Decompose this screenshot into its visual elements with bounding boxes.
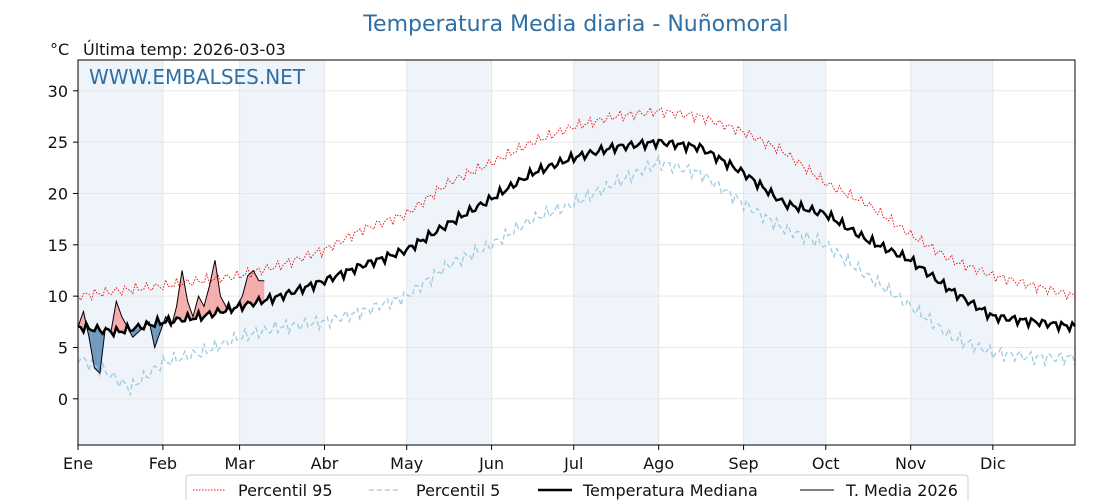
series-lines [77, 106, 1076, 396]
legend-label-p95: Percentil 95 [238, 481, 333, 500]
fill-above-median [203, 296, 207, 317]
chart-title: Temperatura Media diaria - Nuñomoral [362, 12, 788, 37]
y-tick-label-0: 0 [58, 390, 68, 409]
fill-above-median [217, 278, 221, 313]
y-tick-label-20: 20 [48, 184, 68, 203]
x-tick-label-abr: Abr [311, 454, 339, 473]
month-shade-may [406, 60, 492, 445]
y-tick-label-15: 15 [48, 236, 68, 255]
legend-box [185, 474, 969, 500]
month-shade-mar [239, 60, 325, 445]
x-tick-label-oct: Oct [812, 454, 840, 473]
x-tick-label-ene: Ene [63, 454, 93, 473]
fill-below-median [97, 325, 100, 374]
y-axis-ticks: 0 5 10 15 20 25 30 [48, 82, 78, 409]
month-shading [78, 60, 993, 445]
fill-above-median [206, 285, 210, 315]
fill-above-median [261, 280, 265, 304]
month-shade-ene [78, 60, 163, 445]
x-tick-label-mar: Mar [225, 454, 256, 473]
month-shade-nov [910, 60, 993, 445]
x-tick-label-jul: Jul [563, 454, 583, 473]
fill-above-median [256, 275, 259, 303]
fill-above-median [247, 273, 251, 303]
fill-above-median [245, 275, 248, 306]
month-shade-jul [573, 60, 659, 445]
y-tick-label-25: 25 [48, 133, 68, 152]
month-shade-sep [743, 60, 826, 445]
y-tick-label-5: 5 [58, 338, 68, 357]
x-tick-label-nov: Nov [895, 454, 926, 473]
fill-above-median [212, 260, 215, 318]
fill-above-median [250, 270, 254, 307]
x-axis-ticks: Ene Feb Mar Abr May Jun Jul Ago Sep Oct Nov Dic [63, 445, 1006, 473]
fill-above-median [119, 308, 122, 333]
x-tick-label-jun: Jun [478, 454, 504, 473]
plot-frame [77, 59, 1076, 446]
fill-below-median [99, 330, 103, 374]
x-tick-label-ago: Ago [643, 454, 674, 473]
series-percentil-95 [77, 106, 1076, 302]
last-temp-label: Última temp: 2026-03-03 [83, 40, 286, 59]
legend-label-median: Temperatura Mediana [582, 481, 758, 500]
x-tick-label-dic: Dic [980, 454, 1006, 473]
x-tick-label-may: May [390, 454, 423, 473]
x-tick-label-sep: Sep [729, 454, 759, 473]
fill-above-median [116, 301, 120, 333]
watermark: WWW.EMBALSES.NET [89, 65, 306, 89]
y-tick-label-10: 10 [48, 287, 68, 306]
x-tick-label-feb: Feb [149, 454, 177, 473]
series-percentil-5 [77, 154, 1076, 396]
y-tick-label-30: 30 [48, 82, 68, 101]
legend-label-p5: Percentil 5 [416, 481, 500, 500]
legend-label-current: T. Media 2026 [845, 481, 958, 500]
y-axis-unit: °C [50, 40, 69, 59]
legend: Percentil 95 Percentil 5 Temperatura Med… [185, 474, 969, 500]
fill-below-median [91, 330, 95, 368]
series-t-media-2026 [77, 260, 265, 375]
series-temperatura-mediana [77, 137, 1076, 339]
fill-above-median [253, 270, 257, 307]
fill-above-median [179, 270, 183, 322]
fill-below-median [94, 325, 98, 371]
